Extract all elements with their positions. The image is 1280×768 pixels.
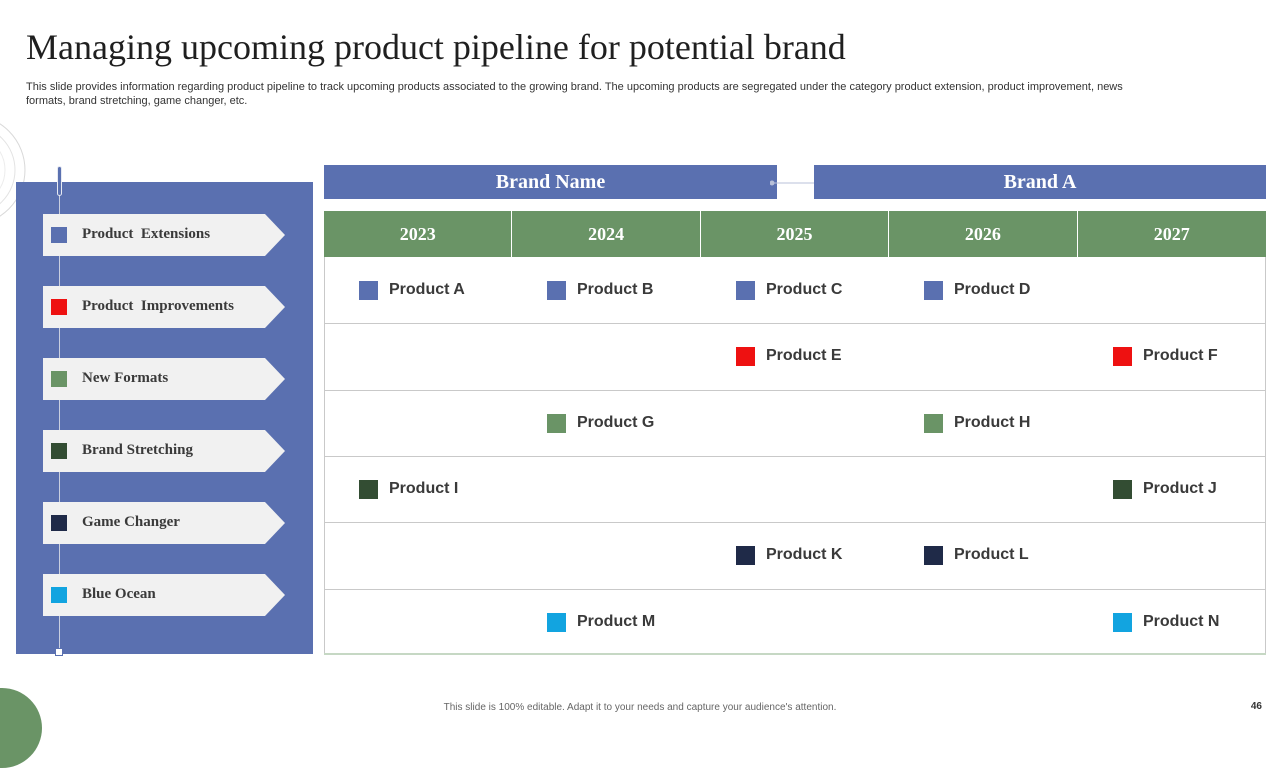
legend-label: Product Extensions xyxy=(82,226,211,242)
product-swatch xyxy=(359,479,378,499)
product-label: Product A xyxy=(389,281,465,298)
row-divider xyxy=(324,522,1266,523)
legend-swatch xyxy=(51,515,67,531)
product-swatch xyxy=(924,280,943,300)
product-label: Product N xyxy=(1143,613,1220,630)
product-label: Product F xyxy=(1143,347,1218,364)
legend-timeline-line xyxy=(59,168,60,652)
legend-swatch xyxy=(51,227,67,243)
product-swatch xyxy=(736,280,755,300)
row-divider xyxy=(324,323,1266,324)
product-swatch xyxy=(1113,479,1132,499)
legend-item: Game Changer xyxy=(43,502,285,544)
product-label: Product K xyxy=(766,546,843,563)
product-item: Product H xyxy=(924,413,1030,433)
product-label: Product B xyxy=(577,281,654,298)
footer-note: This slide is 100% editable. Adapt it to… xyxy=(443,702,837,713)
product-item: Product E xyxy=(736,346,842,366)
legend-item: New Formats xyxy=(43,358,285,400)
legend-item: Product Extensions xyxy=(43,214,285,256)
product-label: Product I xyxy=(389,480,459,497)
year-header-cell: 2025 xyxy=(700,211,889,257)
product-swatch xyxy=(547,413,566,433)
product-label: Product E xyxy=(766,347,842,364)
slide-title: Managing upcoming product pipeline for p… xyxy=(26,27,846,67)
legend-label: Blue Ocean xyxy=(82,586,156,602)
decorative-circle xyxy=(0,688,42,768)
product-item: Product L xyxy=(924,545,1029,565)
legend-swatch xyxy=(51,299,67,315)
legend-label: New Formats xyxy=(82,370,169,386)
product-label: Product H xyxy=(954,414,1031,431)
year-header-cell: 2023 xyxy=(324,211,512,257)
year-header-cell: 2026 xyxy=(889,211,1077,257)
legend-item: Brand Stretching xyxy=(43,430,285,472)
legend-label: Product Improvements xyxy=(82,298,234,314)
product-label: Product G xyxy=(577,414,655,431)
product-label: Product L xyxy=(954,546,1029,563)
brand-value-header: Brand A xyxy=(814,165,1266,199)
year-header-cell: 2024 xyxy=(512,211,700,257)
decorative-arcs xyxy=(0,123,26,217)
legend-swatch xyxy=(51,587,67,603)
product-swatch xyxy=(736,545,755,565)
legend-timeline-handle xyxy=(57,166,62,196)
table-bottom-rule xyxy=(324,653,1266,655)
brand-name-header: Brand Name xyxy=(324,165,777,199)
row-divider xyxy=(324,390,1266,391)
product-item: Product A xyxy=(359,280,465,300)
page-number: 46 xyxy=(1250,701,1262,712)
product-label: Product C xyxy=(766,281,843,298)
slide-subtitle: This slide provides information regardin… xyxy=(26,81,1123,107)
product-item: Product K xyxy=(736,545,842,565)
product-swatch xyxy=(359,280,378,300)
product-item: Product J xyxy=(1113,479,1217,499)
product-item: Product M xyxy=(547,612,655,632)
legend-label: Game Changer xyxy=(82,514,180,530)
legend-item: Blue Ocean xyxy=(43,574,285,616)
year-header-cell: 2027 xyxy=(1077,211,1266,257)
legend-label: Brand Stretching xyxy=(82,442,193,458)
product-swatch xyxy=(547,612,566,632)
legend-timeline-end xyxy=(55,648,63,656)
legend-item: Product Improvements xyxy=(43,286,285,328)
product-label: Product M xyxy=(577,613,656,630)
product-item: Product F xyxy=(1113,346,1218,366)
product-swatch xyxy=(924,545,943,565)
product-swatch xyxy=(547,280,566,300)
legend-swatch xyxy=(51,371,67,387)
product-swatch xyxy=(1113,612,1132,632)
product-item: Product G xyxy=(547,413,654,433)
product-swatch xyxy=(924,413,943,433)
product-item: Product I xyxy=(359,479,458,499)
legend-swatch xyxy=(51,443,67,459)
product-label: Product J xyxy=(1143,480,1217,497)
product-label: Product D xyxy=(954,281,1031,298)
product-swatch xyxy=(736,346,755,366)
product-item: Product D xyxy=(924,280,1030,300)
product-item: Product C xyxy=(736,280,842,300)
product-item: Product N xyxy=(1113,612,1219,632)
product-item: Product B xyxy=(547,280,653,300)
row-divider xyxy=(324,589,1266,590)
product-swatch xyxy=(1113,346,1132,366)
row-divider xyxy=(324,456,1266,457)
